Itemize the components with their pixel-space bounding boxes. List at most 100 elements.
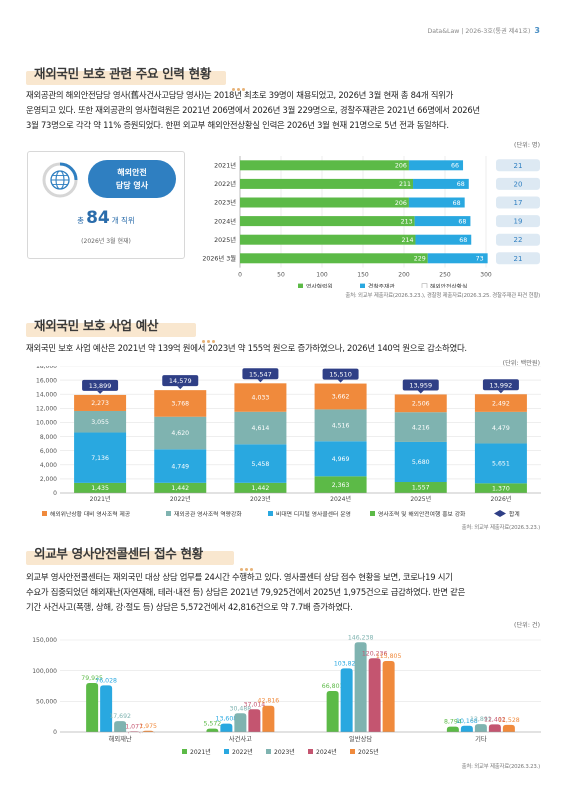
bar: [368, 658, 381, 732]
data-label: 12,402: [484, 716, 506, 723]
y-tick-label: 2,000: [40, 476, 57, 483]
data-label: 3,662: [332, 394, 350, 401]
bar-segment: [240, 253, 428, 264]
y-tick-label: 2024년: [214, 216, 236, 225]
bar: [340, 668, 353, 732]
room-badge: [496, 159, 540, 172]
bar-segment: [154, 482, 207, 493]
total-badge: [482, 379, 519, 391]
y-tick-label: 2026년 3월: [202, 254, 236, 263]
legend-swatch: [166, 511, 171, 516]
data-label: 8,794: [444, 719, 462, 726]
bar-segment: [74, 432, 127, 483]
legend-label: 해외위난상황 대비 영사조력 제공: [50, 510, 131, 518]
bar-segment: [240, 234, 416, 245]
data-label: 4,614: [252, 425, 270, 432]
total-label: 13,992: [490, 381, 513, 389]
legend-swatch: [224, 749, 229, 754]
data-label: 206: [395, 200, 407, 207]
data-label: 1,077: [125, 723, 143, 730]
x-tick-label: 250: [439, 272, 451, 279]
title-highlight: [26, 323, 196, 337]
total-badge-pointer: [417, 390, 424, 394]
x-tick-label: 2026년: [491, 495, 512, 503]
legend-swatch: [494, 510, 506, 517]
bar: [382, 660, 395, 732]
data-label: 3,055: [91, 419, 109, 426]
data-label: 5,572: [204, 721, 222, 728]
data-label: 2,363: [332, 482, 350, 489]
bar-segment: [314, 383, 367, 410]
bar: [326, 691, 339, 732]
bar: [446, 726, 459, 732]
total-badge-pointer: [497, 390, 504, 394]
bar-segment: [408, 197, 465, 208]
source-note: 출처: 외교부 제출자료(2026.3.23.): [461, 764, 541, 770]
bar-segment: [154, 390, 207, 417]
bar: [474, 724, 487, 732]
y-tick-label: 6,000: [40, 448, 57, 455]
data-label: 1,442: [171, 485, 189, 492]
total-badge-pointer: [257, 379, 264, 383]
y-tick-label: 0: [53, 729, 57, 736]
bar-segment: [394, 412, 447, 442]
total-label: 14,579: [169, 377, 192, 385]
globe-icon: [42, 162, 78, 198]
total-badge: [402, 379, 439, 391]
data-label: 11,528: [498, 717, 520, 724]
legend-label: 영사협력원: [306, 283, 333, 288]
bar: [488, 724, 501, 732]
data-label: 10,168: [456, 718, 478, 725]
data-label: 7,136: [91, 455, 109, 462]
legend-label: 2022년: [232, 748, 253, 756]
total-suffix: 개 직위: [111, 216, 135, 225]
x-tick-label: 2024년: [330, 495, 351, 503]
legend-label: 영사조력 및 해외안전여행 홍보 강화: [378, 510, 466, 518]
bar-segment: [234, 411, 287, 445]
consul-label-line1: 해외안전: [117, 168, 147, 177]
data-label: 68: [459, 237, 467, 244]
safety-consul-box: 해외안전 담당 영사 총 84 개 직위 (2026년 3월 현재): [27, 151, 185, 259]
room-value: 22: [514, 236, 523, 244]
consul-note: (2026년 3월 현재): [81, 238, 131, 245]
consul-label-pill: 해외안전 담당 영사: [88, 160, 176, 198]
data-label: 1,370: [492, 485, 510, 492]
data-label: 2,492: [492, 400, 510, 407]
x-tick-label: 50: [277, 272, 285, 279]
bar-segment: [394, 441, 447, 483]
bar-segment: [427, 253, 488, 264]
bar: [142, 730, 155, 734]
room-value: 20: [514, 180, 523, 188]
legend-swatch: [298, 283, 303, 288]
x-tick-label: 해외재난: [109, 734, 132, 743]
total-badge: [242, 368, 279, 380]
data-label: 68: [453, 200, 461, 207]
data-label: 12,891: [470, 716, 492, 723]
bar: [248, 709, 261, 732]
body-line: 운영되고 있다. 또한 재외공관의 영사협력원은 2021년 206명에서 20…: [26, 105, 480, 115]
data-label: 213: [401, 218, 413, 225]
room-value: 19: [514, 218, 523, 226]
header-text: Data&Law | 2026-3호(통권 제41호): [427, 28, 531, 35]
data-label: 1,435: [91, 485, 109, 492]
data-label: 37,014: [244, 701, 266, 708]
data-label: 120,236: [362, 650, 388, 657]
bar: [460, 725, 473, 732]
x-tick-label: 일반상담: [349, 734, 372, 743]
legend-swatch: [350, 749, 355, 754]
legend-label: 2021년: [190, 748, 211, 756]
data-label: 73: [476, 256, 484, 263]
body-line: 재외국민 보호 사업 예산은 2021년 약 139억 원에서 2023년 약 …: [26, 343, 467, 353]
bar: [100, 685, 113, 732]
data-label: 79,925: [81, 675, 103, 682]
bar-segment: [413, 178, 469, 189]
total-badge: [322, 368, 359, 380]
bar-segment: [474, 411, 527, 444]
legend-label: 경찰주재관: [368, 283, 395, 288]
bar: [86, 682, 99, 732]
bar: [354, 642, 367, 732]
y-tick-label: 2023년: [214, 198, 236, 207]
section-title-text: 재외국민 보호 사업 예산: [34, 318, 159, 333]
body-line: 외교부 영사안전콜센터는 재외국민 대상 상담 업무를 24시간 수행하고 있다…: [26, 572, 453, 582]
